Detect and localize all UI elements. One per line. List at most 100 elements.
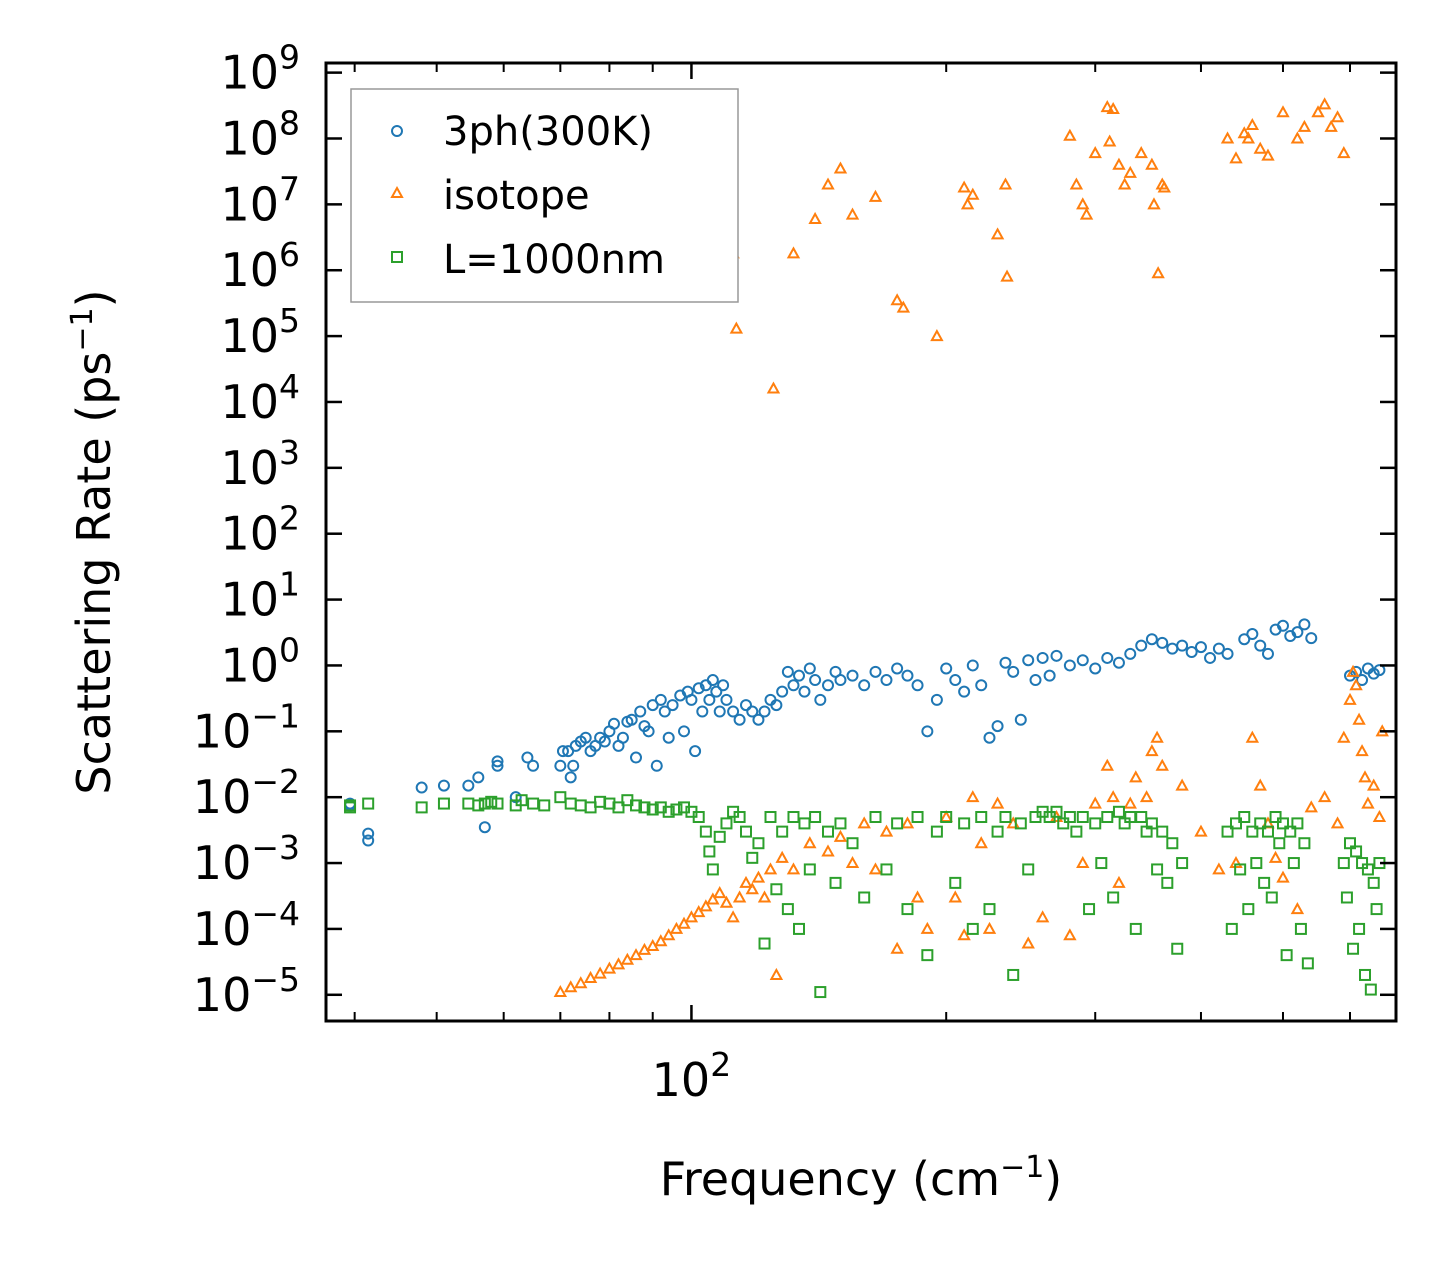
data-point-isotope (868, 862, 883, 875)
data-point-isotope (930, 329, 944, 342)
data-point-3ph (901, 669, 914, 682)
y-tick-label: 105 (220, 301, 300, 363)
data-point-3ph (746, 705, 759, 718)
data-point-3ph (491, 759, 504, 772)
data-point-boundary (858, 891, 871, 904)
data-point-3ph (1050, 649, 1063, 662)
data-point-boundary (781, 903, 794, 916)
data-point-isotope (1349, 678, 1363, 691)
data-point-boundary (662, 805, 675, 818)
data-point-isotope (786, 246, 801, 259)
data-point-isotope (990, 796, 1005, 809)
plot-frame (324, 61, 1398, 1023)
data-point-isotope (583, 970, 598, 983)
data-point-boundary (764, 811, 777, 824)
data-point-3ph (554, 759, 567, 772)
data-point-boundary (515, 794, 528, 807)
data-point-3ph (1291, 626, 1304, 639)
data-point-boundary (1229, 817, 1242, 830)
data-point-boundary (638, 801, 651, 814)
data-point-3ph (692, 682, 705, 695)
legend-label-3ph: 3ph(300K) (443, 109, 653, 155)
data-point-isotope (1317, 97, 1332, 110)
data-point-isotope (1276, 870, 1290, 883)
data-point-isotope (1241, 131, 1256, 144)
data-point-3ph (1373, 664, 1386, 677)
data-point-boundary (344, 799, 357, 812)
data-point-isotope (1290, 902, 1305, 915)
data-point-boundary (733, 811, 746, 824)
data-point-isotope (845, 855, 860, 869)
data-point-boundary (1353, 922, 1366, 935)
data-point-boundary (814, 986, 827, 999)
data-point-3ph (787, 679, 800, 692)
data-point-isotope (1134, 146, 1148, 159)
data-point-3ph (527, 759, 540, 772)
data-point-boundary (991, 825, 1004, 838)
data-point-boundary (1246, 825, 1259, 838)
data-point-isotope (1355, 744, 1369, 757)
data-point-3ph (911, 679, 924, 692)
data-point-3ph (362, 834, 375, 847)
data-point-boundary (752, 837, 765, 850)
data-point-3ph (803, 662, 816, 675)
data-point-3ph (781, 665, 794, 678)
data-point-boundary (869, 811, 882, 824)
data-point-isotope (757, 890, 772, 903)
data-point-boundary (1145, 817, 1158, 830)
data-point-isotope (1268, 850, 1283, 863)
data-point-3ph (1238, 633, 1251, 646)
data-point-isotope (845, 207, 860, 220)
data-point-3ph (949, 674, 962, 687)
y-tick-label: 106 (220, 235, 300, 297)
data-point-boundary (999, 811, 1012, 824)
data-point-boundary (1291, 817, 1304, 830)
data-point-3ph (958, 685, 971, 698)
data-point-3ph (713, 705, 726, 718)
data-point-boundary (1129, 922, 1142, 935)
data-point-3ph (798, 685, 811, 698)
data-point-3ph (630, 751, 643, 764)
data-point-3ph (991, 720, 1004, 733)
series-0 (344, 618, 1386, 847)
data-point-boundary (809, 811, 822, 824)
y-tick-label: 10−2 (193, 762, 300, 824)
data-point-isotope (763, 862, 778, 875)
data-point-3ph (710, 685, 723, 698)
data-point-boundary (958, 817, 971, 830)
data-point-3ph (625, 713, 638, 726)
data-point-boundary (1007, 968, 1020, 981)
data-point-3ph (556, 745, 569, 758)
data-point-boundary (793, 922, 806, 935)
data-point-3ph (579, 731, 592, 744)
data-point-boundary (776, 825, 789, 838)
data-point-3ph (491, 755, 504, 768)
data-point-boundary (1364, 983, 1377, 996)
data-point-boundary (670, 803, 683, 816)
y-tick-label: 10−5 (193, 960, 300, 1022)
data-point-boundary (437, 797, 450, 810)
data-point-boundary (706, 863, 719, 876)
data-point-isotope (1069, 177, 1084, 190)
data-point-isotope (786, 862, 801, 875)
data-point-boundary (527, 797, 540, 810)
data-point-3ph (814, 693, 827, 706)
data-point-isotope (1229, 151, 1243, 164)
legend-box (350, 88, 739, 303)
data-point-isotope (1261, 148, 1275, 161)
data-point-isotope (1100, 100, 1114, 113)
data-point-isotope (719, 895, 734, 908)
data-point-3ph (1276, 619, 1289, 632)
data-point-boundary (803, 863, 816, 876)
data-point-boundary (630, 799, 643, 812)
data-point-boundary (798, 817, 811, 830)
y-tick-label: 104 (220, 367, 300, 429)
data-point-boundary (1176, 857, 1189, 870)
data-point-isotope (602, 961, 617, 974)
x-axis-title: Frequency (cm−1) (660, 1150, 1063, 1206)
data-point-isotope (833, 829, 848, 842)
data-point-3ph (1014, 713, 1027, 726)
data-point-isotope (1102, 134, 1117, 147)
data-point-3ph (727, 705, 740, 718)
data-point-3ph (940, 662, 953, 675)
